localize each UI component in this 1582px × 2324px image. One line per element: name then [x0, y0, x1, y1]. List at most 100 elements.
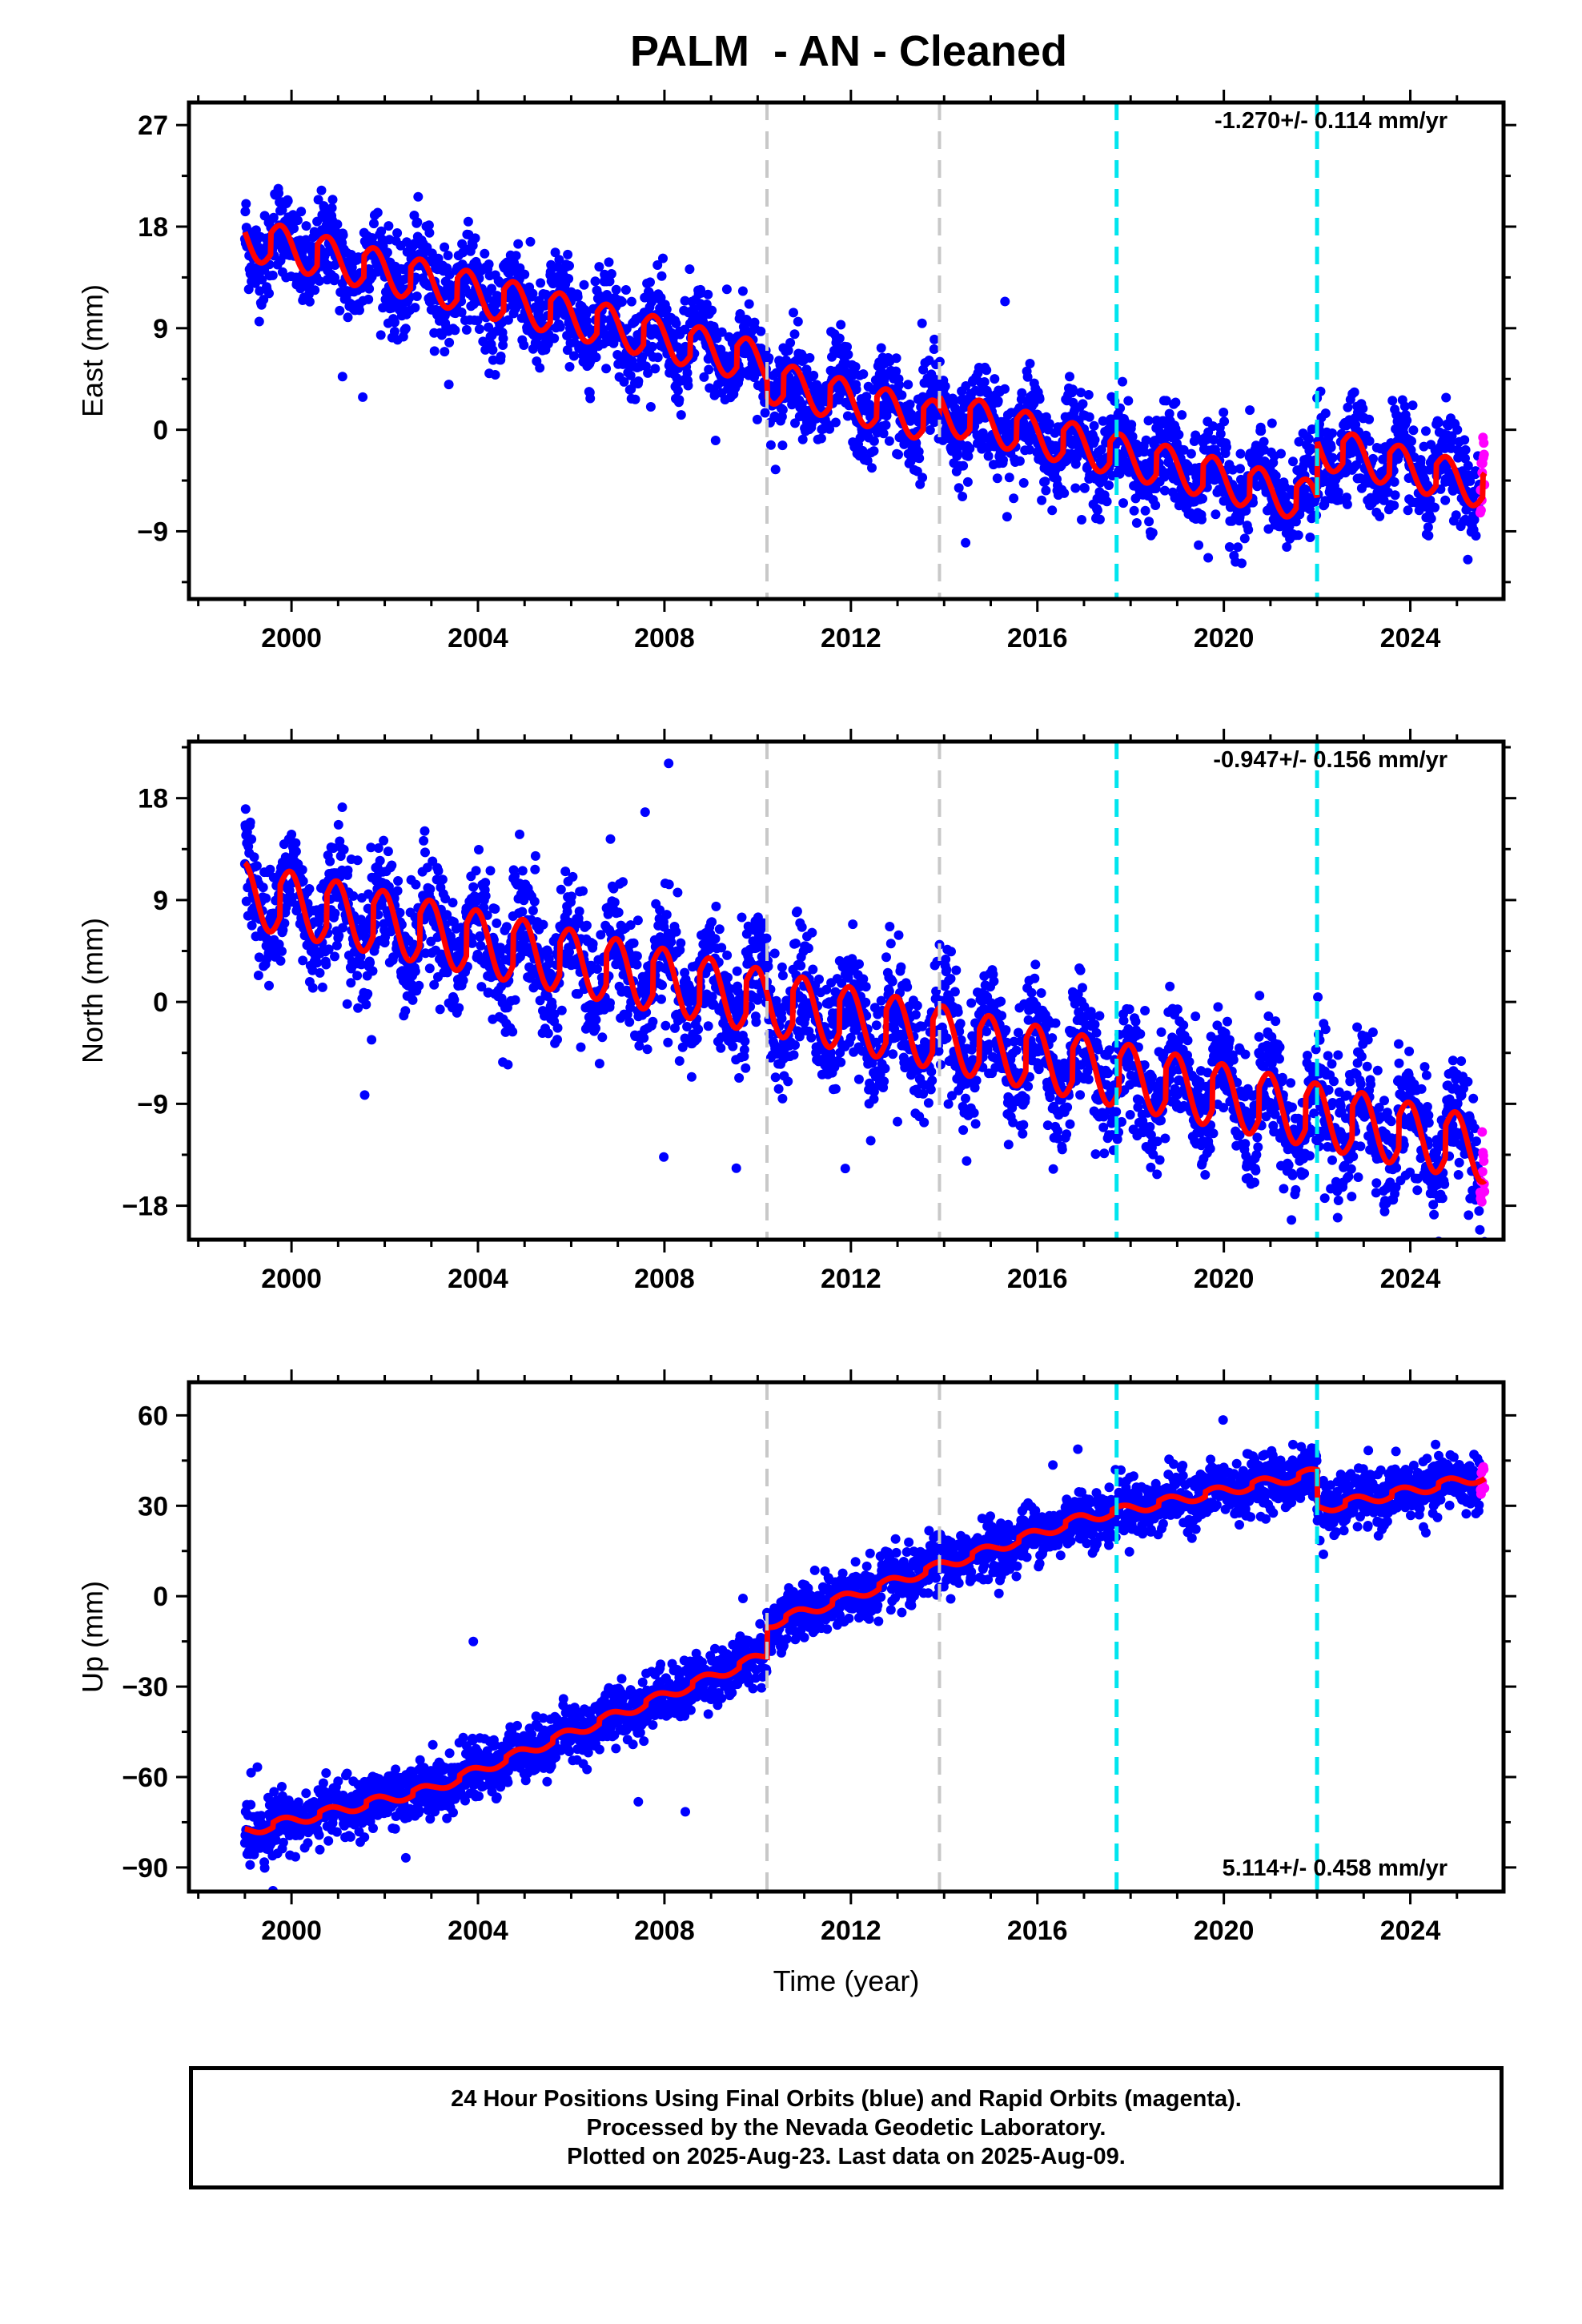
final-orbit-point — [1259, 436, 1269, 447]
final-orbit-point — [454, 1003, 464, 1013]
final-orbit-point — [1463, 554, 1473, 565]
final-orbit-point — [1000, 296, 1010, 307]
final-orbit-point — [410, 966, 420, 976]
final-orbit-point — [1423, 530, 1434, 541]
final-orbit-point — [789, 308, 798, 318]
final-orbit-point — [806, 1032, 817, 1043]
final-orbit-point — [899, 436, 909, 447]
final-orbit-point — [468, 240, 478, 251]
final-orbit-point — [861, 997, 871, 1007]
final-orbit-point — [1327, 428, 1337, 438]
final-orbit-point — [604, 257, 614, 267]
final-orbit-point — [765, 440, 776, 450]
final-orbit-point — [851, 384, 861, 395]
final-orbit-point — [642, 1044, 652, 1055]
final-orbit-point — [834, 348, 844, 359]
final-orbit-point — [591, 352, 601, 363]
final-orbit-point — [796, 960, 806, 971]
final-orbit-point — [929, 344, 939, 354]
final-orbit-point — [494, 355, 504, 365]
final-orbit-point — [448, 898, 458, 908]
final-orbit-point — [332, 219, 343, 230]
final-orbit-point — [450, 325, 460, 336]
final-orbit-point — [315, 967, 325, 978]
final-orbit-point — [830, 1084, 841, 1094]
final-orbit-point — [962, 476, 973, 487]
final-orbit-point — [789, 1050, 799, 1060]
final-orbit-point — [858, 369, 869, 380]
x-tick-label: 2016 — [1007, 623, 1068, 653]
final-orbit-point — [1375, 511, 1385, 521]
final-orbit-point — [562, 345, 572, 356]
final-orbit-point — [763, 961, 773, 971]
final-orbit-point — [591, 1015, 601, 1025]
final-orbit-point — [625, 370, 636, 380]
final-orbit-point — [243, 284, 254, 295]
final-orbit-point — [550, 247, 560, 258]
final-orbit-point — [917, 472, 928, 483]
final-orbit-point — [1426, 513, 1436, 524]
final-orbit-point — [1096, 444, 1106, 455]
final-orbit-point — [358, 392, 368, 402]
final-orbit-point — [663, 1037, 673, 1047]
final-orbit-point — [412, 292, 422, 301]
final-orbit-point — [420, 826, 430, 836]
final-orbit-point — [990, 374, 1000, 384]
final-orbit-point — [680, 296, 690, 306]
y-tick-label: 18 — [138, 212, 168, 243]
final-orbit-point — [1129, 505, 1139, 516]
final-orbit-point — [1326, 442, 1336, 452]
final-orbit-point — [620, 285, 631, 295]
final-orbit-point — [330, 272, 339, 283]
final-orbit-point — [1276, 448, 1286, 459]
final-orbit-point — [543, 1028, 553, 1039]
final-orbit-point — [661, 1020, 671, 1031]
final-orbit-point — [777, 1093, 788, 1104]
final-orbit-point — [400, 1006, 411, 1016]
final-orbit-point — [1198, 493, 1207, 504]
final-orbit-point — [606, 269, 616, 279]
final-orbit-point — [671, 927, 681, 937]
final-orbit-point — [658, 253, 668, 263]
final-orbit-point — [312, 216, 323, 227]
final-orbit-point — [1415, 455, 1426, 465]
final-orbit-point — [1140, 505, 1150, 516]
final-orbit-point — [993, 396, 1003, 406]
final-orbit-point — [1194, 540, 1204, 550]
final-orbit-point — [963, 451, 974, 461]
final-orbit-point — [699, 372, 709, 382]
final-orbit-point — [1241, 505, 1251, 516]
final-orbit-point — [1303, 434, 1314, 444]
final-orbit-point — [1089, 420, 1099, 431]
panel-2: 2000 2004 2008 2012 2016 2020 20241890−9−18Nor… — [76, 729, 1516, 1294]
final-orbit-point — [1167, 429, 1178, 439]
rapid-orbit-point — [1479, 438, 1489, 448]
final-orbit-point — [1320, 408, 1331, 419]
final-orbit-point — [842, 342, 852, 352]
final-orbit-point — [714, 924, 725, 935]
final-orbit-point — [400, 324, 411, 334]
final-orbit-point — [1224, 542, 1235, 552]
final-orbit-point — [555, 322, 565, 332]
final-orbit-point — [408, 995, 418, 1005]
final-orbit-point — [682, 368, 693, 378]
final-orbit-point — [1144, 517, 1154, 527]
final-orbit-point — [630, 394, 640, 404]
final-orbit-point — [686, 1072, 697, 1082]
final-orbit-point — [1407, 400, 1418, 411]
final-orbit-point — [716, 1043, 726, 1053]
final-orbit-point — [1067, 384, 1078, 395]
final-orbit-point — [528, 906, 538, 915]
final-orbit-point — [711, 901, 721, 911]
final-orbit-point — [508, 1027, 518, 1037]
final-orbit-point — [1114, 468, 1125, 479]
final-orbit-point — [1389, 501, 1399, 511]
final-orbit-point — [603, 336, 613, 347]
final-orbit-point — [313, 195, 323, 205]
final-orbit-point — [245, 817, 255, 827]
final-orbit-point — [626, 296, 636, 307]
final-orbit-point — [867, 463, 877, 473]
final-orbit-point — [601, 364, 612, 374]
final-orbit-point — [628, 938, 639, 948]
final-orbit-point — [337, 372, 347, 382]
